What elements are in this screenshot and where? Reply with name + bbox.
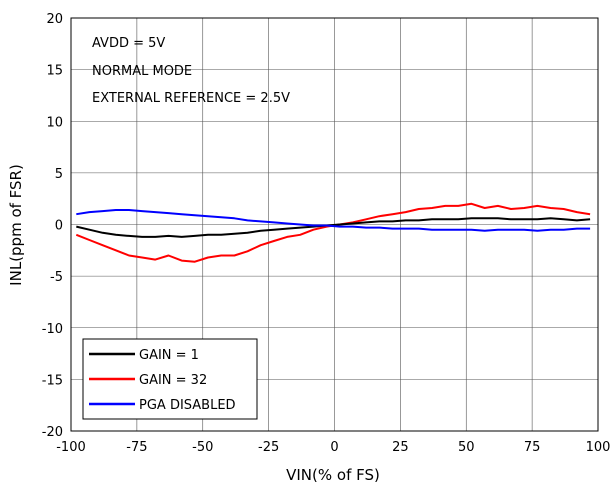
y-tick-label-0: -20 <box>42 425 63 440</box>
y-tick-label-2: -10 <box>42 322 63 337</box>
legend-label-gain32: GAIN = 32 <box>139 373 207 388</box>
legend: GAIN = 1 GAIN = 32 PGA DISABLED <box>82 338 258 420</box>
x-tick-label-3: -25 <box>258 440 279 455</box>
legend-label-pga-disabled: PGA DISABLED <box>139 398 236 413</box>
annotation-mode: NORMAL MODE <box>92 64 192 79</box>
x-tick-label-7: 75 <box>524 440 541 455</box>
x-axis-title: VIN(% of FS) <box>286 466 380 484</box>
y-tick-labels: -20 -15 -10 -5 0 5 10 15 20 <box>42 12 63 440</box>
y-tick-label-4: 0 <box>55 219 63 234</box>
y-tick-label-6: 10 <box>46 115 63 130</box>
y-tick-label-8: 20 <box>46 12 63 27</box>
x-tick-label-1: -75 <box>126 440 147 455</box>
x-tick-label-0: -100 <box>56 440 86 455</box>
series-line-0 <box>76 217 591 238</box>
series-line-2 <box>76 209 591 232</box>
y-axis-title: INL(ppm of FSR) <box>7 164 25 286</box>
annotation-avdd: AVDD = 5V <box>92 36 165 51</box>
y-tick-label-7: 15 <box>46 64 63 79</box>
annotation-reference: EXTERNAL REFERENCE = 2.5V <box>92 91 290 106</box>
x-tick-labels: -100 -75 -50 -25 0 25 50 75 100 <box>56 440 610 455</box>
x-tick-label-8: 100 <box>586 440 611 455</box>
x-tick-label-4: 0 <box>330 440 338 455</box>
x-tick-label-6: 50 <box>458 440 475 455</box>
y-tick-label-3: -5 <box>50 270 63 285</box>
x-tick-label-2: -50 <box>192 440 213 455</box>
plot-frame <box>70 17 599 432</box>
y-tick-label-1: -15 <box>42 373 63 388</box>
legend-label-gain1: GAIN = 1 <box>139 348 199 363</box>
y-tick-label-5: 5 <box>55 167 63 182</box>
x-tick-label-5: 25 <box>392 440 409 455</box>
series-layer <box>75 202 591 263</box>
